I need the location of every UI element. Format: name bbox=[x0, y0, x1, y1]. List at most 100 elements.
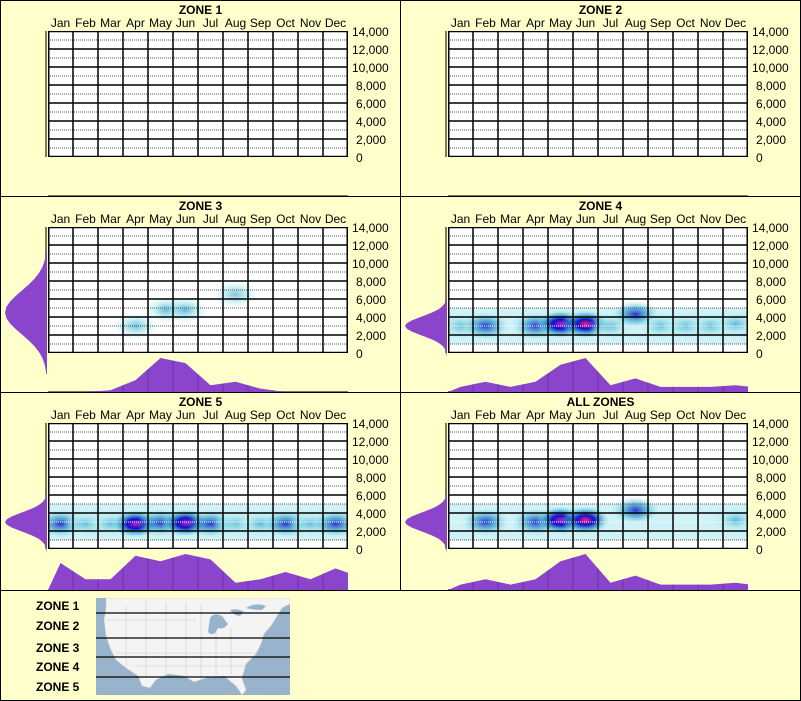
month-label: Apr bbox=[526, 408, 545, 422]
y-tick-label: 2,000 bbox=[756, 133, 787, 147]
month-label: Jul bbox=[202, 212, 219, 226]
y-tick-label: 14,000 bbox=[352, 417, 389, 431]
month-label: Jun bbox=[575, 212, 596, 226]
month-label: Aug bbox=[224, 212, 247, 226]
month-label: Mar bbox=[500, 212, 521, 226]
y-axis: 14,000 12,000 10,000 8,000 6,000 4,000 2,000 0 bbox=[352, 25, 400, 165]
y-tick-label: 10,000 bbox=[752, 61, 789, 75]
left-axis-line bbox=[445, 31, 447, 157]
month-label: May bbox=[549, 212, 572, 226]
left-axis-line bbox=[45, 423, 47, 549]
y-tick-label: 10,000 bbox=[352, 257, 389, 271]
month-label: Oct bbox=[276, 16, 295, 30]
y-tick-label: 6,000 bbox=[756, 97, 787, 111]
y-tick-label: 8,000 bbox=[356, 275, 387, 289]
month-label: Dec bbox=[324, 16, 347, 30]
y-tick-label: 12,000 bbox=[352, 435, 389, 449]
month-label: Jan bbox=[50, 408, 71, 422]
y-tick-label: 10,000 bbox=[352, 61, 389, 75]
y-tick-label: 2,000 bbox=[356, 525, 387, 539]
month-label: Jan bbox=[450, 16, 471, 30]
month-label: Jan bbox=[50, 16, 71, 30]
elevation-density-curve bbox=[401, 227, 448, 357]
month-label: Mar bbox=[100, 212, 121, 226]
month-axis: Jan Feb Mar Apr May Jun Jul Aug Sep Oct Nov Dec bbox=[448, 408, 748, 422]
month-label: Oct bbox=[276, 408, 295, 422]
chart-panel-3: ZONE 3 Jan Feb Mar Apr May Jun Jul Aug Sep Oct Nov D… bbox=[0, 196, 401, 393]
month-label: Aug bbox=[224, 408, 247, 422]
chart-title: ALL ZONES bbox=[566, 395, 635, 409]
month-label: Jul bbox=[202, 408, 219, 422]
y-tick-label: 10,000 bbox=[752, 453, 789, 467]
y-tick-label: 12,000 bbox=[752, 239, 789, 253]
chart-title: ZONE 3 bbox=[178, 199, 223, 213]
month-label: Nov bbox=[699, 408, 722, 422]
monthly-density-curve bbox=[448, 354, 748, 392]
month-label: Sep bbox=[649, 408, 672, 422]
monthly-density-curve bbox=[48, 550, 348, 590]
y-tick-label: 4,000 bbox=[356, 507, 387, 521]
y-tick-label: 14,000 bbox=[352, 25, 389, 39]
month-axis: Jan Feb Mar Apr May Jun Jul Aug Sep Oct Nov Dec bbox=[448, 212, 748, 226]
month-label: Jun bbox=[575, 16, 596, 30]
legend-zone-1: ZONE 1 bbox=[36, 599, 80, 613]
y-tick-label: 8,000 bbox=[756, 275, 787, 289]
y-tick-label: 2,000 bbox=[756, 525, 787, 539]
y-tick-label: 0 bbox=[356, 347, 363, 361]
y-tick-label: 14,000 bbox=[752, 221, 789, 235]
chart-panel-1: ZONE 1 Jan Feb Mar Apr May Jun Jul Aug Sep Oct Nov D… bbox=[0, 0, 401, 197]
month-label: Mar bbox=[100, 16, 121, 30]
y-tick-label: 2,000 bbox=[356, 133, 387, 147]
y-tick-label: 6,000 bbox=[356, 97, 387, 111]
month-label: Feb bbox=[75, 16, 96, 30]
month-label: Aug bbox=[624, 16, 647, 30]
month-label: Sep bbox=[649, 212, 672, 226]
monthly-density-curve bbox=[48, 354, 348, 392]
y-tick-label: 0 bbox=[356, 543, 363, 557]
legend-zone-3: ZONE 3 bbox=[36, 641, 80, 655]
left-axis-line bbox=[445, 423, 447, 549]
month-axis: Jan Feb Mar Apr May Jun Jul Aug Sep Oct Nov Dec bbox=[48, 212, 348, 226]
y-tick-label: 4,000 bbox=[356, 311, 387, 325]
month-label: Apr bbox=[526, 212, 545, 226]
y-tick-label: 8,000 bbox=[356, 79, 387, 93]
y-tick-label: 4,000 bbox=[356, 115, 387, 129]
month-label: Sep bbox=[649, 16, 672, 30]
y-tick-label: 12,000 bbox=[752, 43, 789, 57]
y-tick-label: 12,000 bbox=[352, 239, 389, 253]
month-label: Aug bbox=[624, 408, 647, 422]
legend-zone-5: ZONE 5 bbox=[36, 680, 80, 694]
chart-title: ZONE 4 bbox=[578, 199, 623, 213]
month-label: Jan bbox=[450, 408, 471, 422]
month-label: Apr bbox=[126, 408, 145, 422]
month-label: Mar bbox=[100, 408, 121, 422]
monthly-density-curve bbox=[448, 550, 748, 590]
month-label: Apr bbox=[126, 212, 145, 226]
heatmap-grid bbox=[448, 227, 748, 353]
y-tick-label: 2,000 bbox=[356, 329, 387, 343]
month-label: Feb bbox=[475, 212, 496, 226]
month-label: Jul bbox=[202, 16, 219, 30]
month-label: Dec bbox=[324, 212, 347, 226]
chart-title: ZONE 1 bbox=[178, 3, 223, 17]
heatmap-grid bbox=[48, 423, 348, 549]
y-tick-label: 0 bbox=[756, 347, 763, 361]
month-axis: Jan Feb Mar Apr May Jun Jul Aug Sep Oct Nov Dec bbox=[48, 408, 348, 422]
elevation-density-curve bbox=[1, 423, 48, 553]
month-label: Feb bbox=[75, 408, 96, 422]
month-label: Oct bbox=[676, 16, 695, 30]
month-label: Nov bbox=[699, 212, 722, 226]
y-axis: 14,000 12,000 10,000 8,000 6,000 4,000 2,000 0 bbox=[352, 221, 400, 361]
month-label: Jan bbox=[50, 212, 71, 226]
y-tick-label: 4,000 bbox=[756, 311, 787, 325]
y-tick-label: 8,000 bbox=[756, 471, 787, 485]
y-tick-label: 0 bbox=[356, 151, 363, 165]
month-label: Aug bbox=[624, 212, 647, 226]
chart-title: ZONE 2 bbox=[578, 3, 623, 17]
y-tick-label: 6,000 bbox=[756, 293, 787, 307]
month-label: Feb bbox=[75, 212, 96, 226]
month-label: Nov bbox=[699, 16, 722, 30]
y-tick-label: 12,000 bbox=[352, 43, 389, 57]
heatmap-grid bbox=[48, 31, 348, 157]
y-axis: 14,000 12,000 10,000 8,000 6,000 4,000 2,000 0 bbox=[752, 221, 800, 361]
